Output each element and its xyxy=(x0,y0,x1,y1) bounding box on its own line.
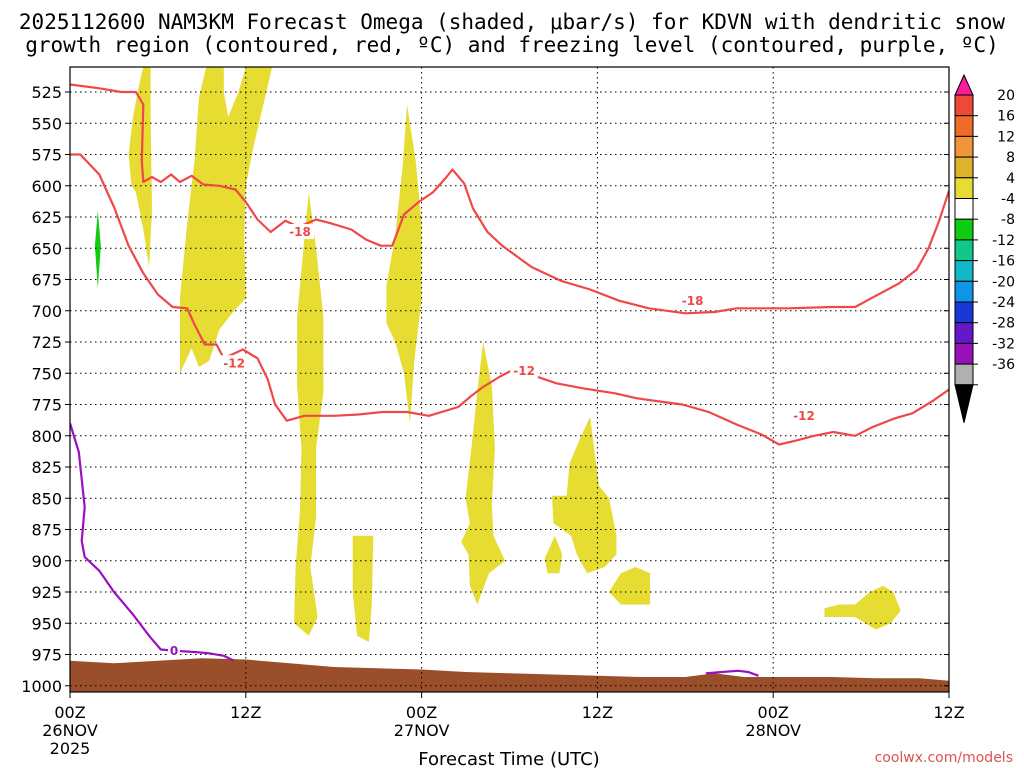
colorbar-label: -28 xyxy=(992,316,1015,332)
x-axis-title: Forecast Time (UTC) xyxy=(418,749,599,768)
chart-title-line-2: growth region (contoured, red, ºC) and f… xyxy=(25,33,999,57)
colorbar-label: -12 xyxy=(992,233,1015,249)
y-tick-label: 975 xyxy=(31,646,62,665)
omega-shaded-region-6 xyxy=(552,417,617,574)
colorbar-label: 12 xyxy=(997,129,1015,145)
plot-inner: -18 -18 -12 -12 -12 0 xyxy=(70,67,949,692)
y-tick-label: 650 xyxy=(31,239,62,258)
omega-shaded-region-10 xyxy=(94,210,101,289)
dgz-contour-1 xyxy=(70,153,949,446)
x-tick-date-label: 27NOV xyxy=(394,721,450,740)
colorbar-bin xyxy=(954,198,974,220)
colorbar-label: 16 xyxy=(997,109,1015,125)
x-tick-label: 00Z xyxy=(54,703,85,722)
x-tick-year-label: 2025 xyxy=(50,739,91,758)
colorbar-bin xyxy=(954,115,974,137)
contour-label-bg xyxy=(220,355,249,371)
y-tick-label: 850 xyxy=(31,489,62,508)
omega-shaded-region-8 xyxy=(609,567,651,605)
ground-terrain-area xyxy=(70,658,949,692)
contour-label-1-1: -12 xyxy=(513,364,535,378)
omega-shaded-region-3 xyxy=(352,535,374,642)
colorbar-bin xyxy=(954,322,974,344)
contour-label-bg xyxy=(789,407,818,423)
omega-shaded-region-1 xyxy=(179,67,273,374)
colorbar-label: -32 xyxy=(992,336,1015,352)
dgz-contour-0 xyxy=(70,83,949,315)
y-tick-label: 525 xyxy=(31,83,62,102)
colorbar-bin xyxy=(954,218,974,241)
y-tick-label: 800 xyxy=(31,427,62,446)
contour-label-0-0: -18 xyxy=(289,225,311,239)
omega-shaded-region-4 xyxy=(386,104,422,424)
colorbar-bin xyxy=(954,177,974,200)
colorbar-label: -16 xyxy=(992,254,1015,270)
x-tick-label: 12Z xyxy=(230,703,261,722)
colorbar-bin xyxy=(954,94,974,117)
colorbar-top-arrow xyxy=(954,73,974,96)
omega-shaded-region-0 xyxy=(128,67,152,267)
y-tick-label: 550 xyxy=(31,114,62,133)
chart-title-line-1: 2025112600 NAM3KM Forecast Omega (shaded… xyxy=(19,10,1006,34)
contour-label-2-0: 0 xyxy=(170,644,178,658)
omega-shaded-region-2 xyxy=(294,192,324,636)
colorbar-bin xyxy=(954,342,974,365)
colorbar-bin xyxy=(954,135,974,158)
omega-shaded-region-9 xyxy=(824,585,901,630)
colorbar-bin xyxy=(954,260,974,282)
colorbar-bin xyxy=(954,301,974,324)
colorbar: 20 16 12 8 4 -4 -8 -12 -16 -20 -24 -28 -32 -36 xyxy=(954,73,1015,423)
colorbar-label: 20 xyxy=(997,88,1015,104)
colorbar-label: -8 xyxy=(1001,212,1015,228)
contour-label-bg xyxy=(168,642,181,658)
contour-label-bg xyxy=(510,362,539,378)
credit-link[interactable]: coolwx.com/models xyxy=(875,750,1013,766)
contour-label-bg xyxy=(678,292,707,308)
y-tick-label: 900 xyxy=(31,552,62,571)
y-tick-label: 950 xyxy=(31,614,62,633)
colorbar-label: 8 xyxy=(1006,150,1015,166)
y-tick-label: 925 xyxy=(31,583,62,602)
y-tick-label: 725 xyxy=(31,333,62,352)
y-tick-label: 750 xyxy=(31,364,62,383)
contour-label-0-1: -18 xyxy=(682,294,704,308)
colorbar-label: -4 xyxy=(1001,192,1015,208)
y-tick-label: 1000 xyxy=(21,677,62,696)
omega-shaded-region-5 xyxy=(461,342,506,605)
y-tick-label: 675 xyxy=(31,271,62,290)
axes: 525 550 575 600 625 650 675 700 725 750 775 800 825 8… xyxy=(21,66,965,758)
plot-frame xyxy=(69,66,950,693)
contour-label-1-0: -12 xyxy=(223,356,245,370)
x-tick-label: 12Z xyxy=(933,703,964,722)
colorbar-bin xyxy=(954,363,974,386)
y-tick-label: 825 xyxy=(31,458,62,477)
colorbar-bin xyxy=(954,239,974,262)
colorbar-bin xyxy=(954,280,974,303)
plot-area: -18 -18 -12 -12 -12 0 xyxy=(70,67,949,692)
x-tick-date-label: 28NOV xyxy=(745,721,801,740)
colorbar-bottom-arrow xyxy=(954,384,974,423)
x-tick-label: 00Z xyxy=(758,703,789,722)
colorbar-label: -24 xyxy=(992,295,1015,311)
y-tick-label: 875 xyxy=(31,521,62,540)
x-tick-label: 12Z xyxy=(582,703,613,722)
y-tick-label: 775 xyxy=(31,396,62,415)
x-tick-label: 00Z xyxy=(406,703,437,722)
colorbar-bin xyxy=(954,156,974,179)
freezing-level-contour-3 xyxy=(705,669,759,677)
contour-label-bg xyxy=(286,224,315,239)
contour-label-1-2: -12 xyxy=(793,409,815,423)
y-tick-label: 575 xyxy=(31,146,62,165)
y-tick-label: 700 xyxy=(31,302,62,321)
colorbar-label: 4 xyxy=(1006,171,1015,187)
y-tick-label: 625 xyxy=(31,208,62,227)
colorbar-label: -36 xyxy=(992,357,1015,373)
x-tick-date-label: 26NOV xyxy=(42,721,98,740)
omega-shaded-region-7 xyxy=(544,535,563,574)
y-tick-label: 600 xyxy=(31,177,62,196)
colorbar-label: -20 xyxy=(992,274,1015,290)
freezing-level-contour-2 xyxy=(70,422,235,662)
